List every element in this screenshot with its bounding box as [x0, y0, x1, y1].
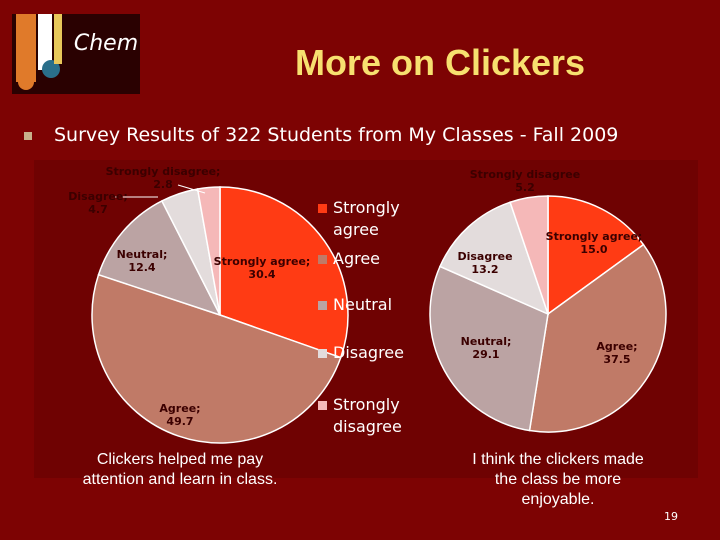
- pie2-label-agree: Agree; 37.5: [596, 340, 637, 366]
- pie1-slice-strongly-disagree: [196, 186, 221, 316]
- pie1-label-strongly-agree: Strongly agree; 30.4: [214, 255, 311, 281]
- pie1-label-agree: Agree; 49.7: [159, 402, 200, 428]
- pie2-label-disagree: Disagree 13.2: [457, 250, 512, 276]
- legend-label-strongly-agree: Strongly agree: [333, 198, 400, 239]
- pie1-label-disagree: Disagree; 4.7: [68, 190, 128, 216]
- legend-label-strongly-disagree: Strongly disagree: [333, 395, 402, 436]
- chem-logo: Chem: [12, 14, 140, 94]
- pie1-leader-strongly-disagree: [177, 184, 206, 194]
- pie2-slice-agree: [528, 243, 667, 433]
- pie2-slice-neutral: [429, 265, 549, 432]
- logo-white-bar: [38, 14, 52, 70]
- caption-right: I think the clickers made the class be m…: [472, 451, 644, 508]
- logo-text: Chem: [74, 31, 138, 56]
- slide-title: More on Clickers: [294, 42, 586, 83]
- pie2-slice-disagree: [439, 201, 550, 316]
- logo-gold-bar: [54, 14, 62, 64]
- legend-swatch-disagree: [318, 349, 327, 358]
- pie1-slice-strongly-agree: [219, 186, 349, 359]
- page-number: 19: [664, 510, 678, 523]
- legend-swatch-strongly-agree: [318, 204, 327, 213]
- pie-chart-1: Strongly agree; 30.4 Agree; 49.7 Neutral; 12.…: [68, 165, 349, 444]
- legend-label-agree: Agree: [333, 249, 380, 268]
- pie2-label-strongly-agree: Strongly agree; 15.0: [546, 230, 643, 256]
- pie-chart-1-legend: Strongly agree Agree Neutral Disagree Strongl…: [318, 198, 404, 436]
- bullet-item: Survey Results of 322 Students from My C…: [24, 124, 618, 146]
- pie1-label-neutral: Neutral; 12.4: [117, 248, 168, 274]
- legend-swatch-agree: [318, 255, 327, 264]
- pie-chart-2: Strongly agree; 15.0 Agree; 37.5 Neutral; 29.…: [429, 168, 667, 433]
- logo-blue-dot: [42, 60, 60, 78]
- bullet-text: Survey Results of 322 Students from My C…: [54, 124, 619, 146]
- bullet-marker: [24, 131, 32, 140]
- logo-orange-bar: [16, 14, 36, 82]
- legend-label-neutral: Neutral: [333, 295, 392, 314]
- caption-left: Clickers helped me pay attention and lea…: [82, 451, 278, 488]
- legend-swatch-strongly-disagree: [318, 401, 327, 410]
- legend-label-disagree: Disagree: [333, 343, 404, 362]
- pie2-slice-strongly-disagree: [509, 195, 549, 315]
- pie1-slice-agree: [91, 273, 342, 444]
- pie2-label-neutral: Neutral; 29.1: [461, 335, 512, 361]
- pie2-slice-strongly-agree: [547, 195, 645, 316]
- legend-swatch-neutral: [318, 301, 327, 310]
- pie1-slice-neutral: [97, 199, 222, 317]
- pie2-label-strongly-disagree: Strongly disagree 5.2: [470, 168, 580, 194]
- pie1-label-strongly-disagree: Strongly disagree; 2.8: [106, 165, 221, 191]
